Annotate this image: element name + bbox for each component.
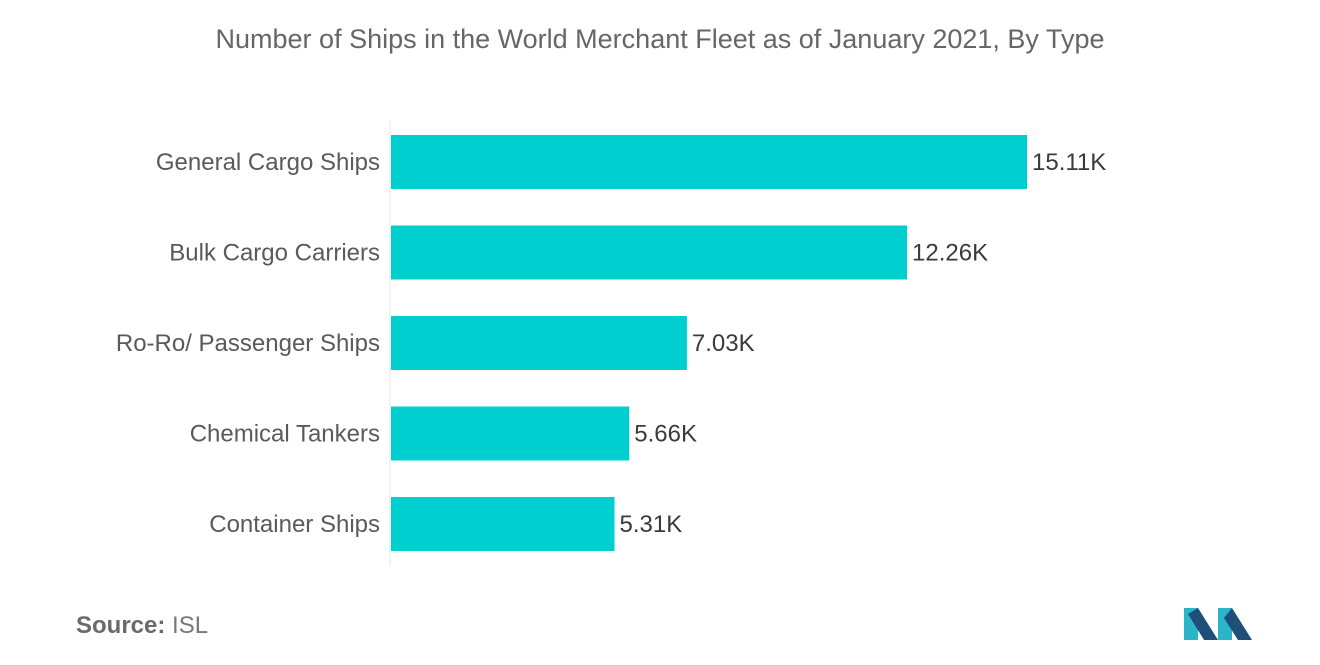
- bar: [391, 225, 908, 280]
- source-value: ISL: [172, 612, 209, 639]
- value-label: 15.11K: [1032, 149, 1106, 176]
- chart-title: Number of Ships in the World Merchant Fl…: [215, 24, 1105, 54]
- bar: [391, 497, 615, 551]
- bar: [391, 135, 1027, 189]
- bar: [391, 316, 687, 370]
- category-label: Container Ships: [209, 511, 380, 538]
- mordor-logo-icon: [1184, 608, 1252, 640]
- value-label: 5.31K: [620, 511, 683, 538]
- bar-chart: General Cargo Ships 15.11K Bulk Cargo Carr…: [116, 120, 1106, 566]
- value-label: 12.26K: [912, 240, 988, 267]
- labels: General Cargo Ships 15.11K Bulk Cargo Carr…: [116, 149, 1106, 538]
- value-label: 7.03K: [692, 330, 755, 357]
- source-label: Source:: [76, 612, 166, 639]
- value-label: 5.66K: [634, 421, 697, 448]
- category-label: Bulk Cargo Carriers: [169, 240, 380, 267]
- category-label: General Cargo Ships: [156, 149, 380, 176]
- bars: [391, 135, 1027, 551]
- category-label: Ro-Ro/ Passenger Ships: [116, 330, 380, 357]
- bar: [391, 406, 630, 461]
- category-label: Chemical Tankers: [190, 421, 380, 448]
- source-note: Source: ISL: [76, 612, 208, 640]
